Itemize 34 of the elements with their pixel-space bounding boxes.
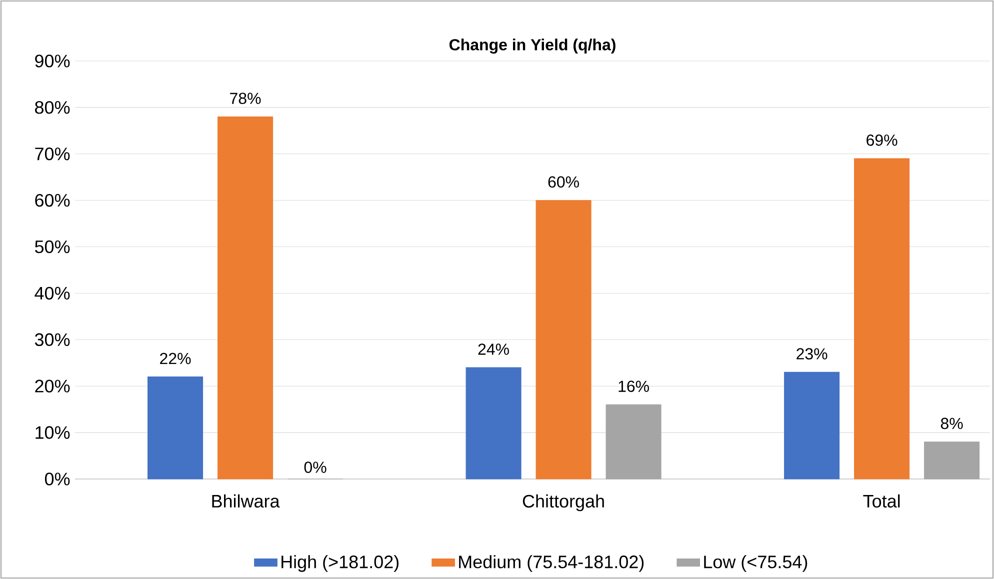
data-label: 8% <box>940 418 963 430</box>
x-tick-label: Bhilwara <box>212 494 280 508</box>
y-tick-label: 30% <box>34 333 70 346</box>
chart-title: Change in Yield (q/ha) <box>449 38 616 54</box>
x-tick-label: Total <box>863 494 900 508</box>
y-tick-label: 0% <box>44 472 70 486</box>
bar <box>606 404 662 480</box>
bar <box>924 442 980 480</box>
bar <box>148 376 204 480</box>
y-tick-label: 50% <box>34 240 70 254</box>
data-label: 23% <box>796 348 828 360</box>
y-tick-label: 60% <box>35 194 70 207</box>
data-label: 60% <box>548 176 579 188</box>
y-tick-label: 10% <box>36 426 70 439</box>
legend-label: Medium (75.54-181.02) <box>459 555 644 572</box>
bar <box>784 372 840 480</box>
data-label: 16% <box>618 380 649 392</box>
y-tick-label: 90% <box>35 54 70 68</box>
legend-label: Low (<75.54) <box>704 555 808 572</box>
data-label: 69% <box>866 134 898 146</box>
y-tick-label: 20% <box>35 380 70 392</box>
bar <box>466 367 522 480</box>
data-label: 78% <box>230 92 261 104</box>
y-tick-label: 80% <box>35 101 70 114</box>
data-label: 22% <box>160 352 191 364</box>
y-tick-label: 40% <box>34 286 70 300</box>
bar <box>854 158 910 480</box>
data-label: 24% <box>478 344 509 355</box>
bar <box>218 116 274 480</box>
legend-label: High (>181.02) <box>282 555 398 572</box>
y-tick-label: 70% <box>35 148 70 160</box>
data-label: 0% <box>304 462 326 473</box>
x-tick-label: Chittorgah <box>522 494 604 512</box>
bar <box>536 200 592 480</box>
